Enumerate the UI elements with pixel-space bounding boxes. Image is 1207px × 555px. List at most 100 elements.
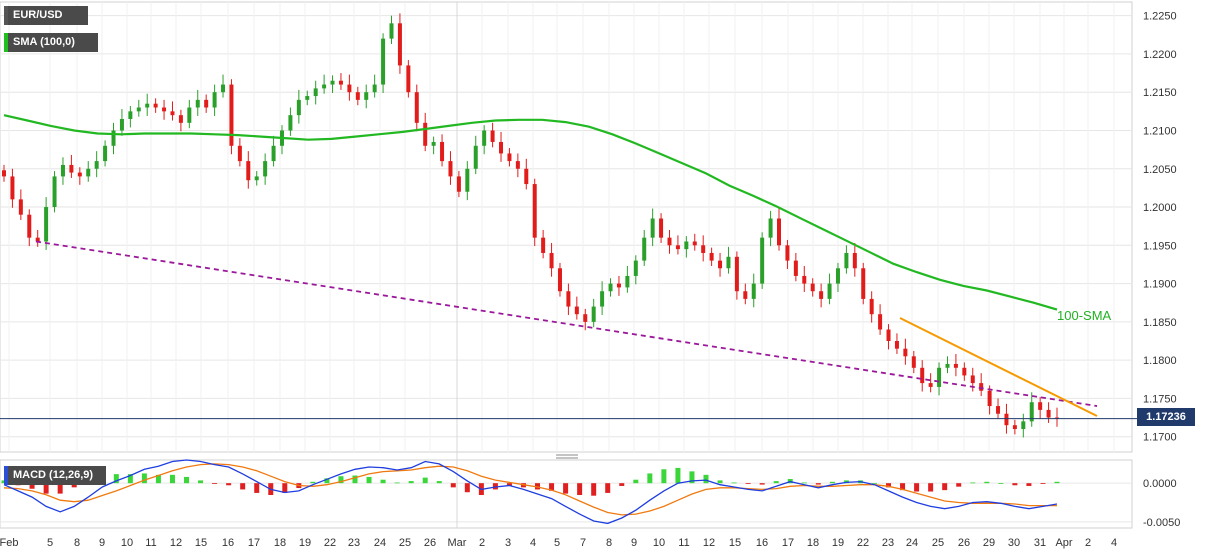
time-tick-label: 19 <box>832 537 844 549</box>
candle-body <box>145 103 150 108</box>
macd-histogram-bar <box>577 483 583 496</box>
time-tick-label: Apr <box>1055 537 1072 549</box>
macd-histogram-bar <box>57 483 63 494</box>
sma-legend-label: SMA (100,0) <box>4 33 98 52</box>
time-tick-label: 4 <box>530 537 536 549</box>
time-tick-label: 30 <box>1008 537 1020 549</box>
candle-body <box>852 252 857 269</box>
macd-histogram-bar <box>1026 483 1032 486</box>
candle-body <box>389 23 394 39</box>
candle-body <box>178 115 183 123</box>
candle-body <box>557 268 562 292</box>
candle-body <box>111 130 116 146</box>
time-tick-label: 19 <box>299 537 311 549</box>
macd-histogram-bar <box>661 469 667 484</box>
macd-histogram-bar <box>928 483 934 492</box>
macd-histogram-bar <box>647 473 653 484</box>
candle-body <box>204 99 209 108</box>
macd-histogram-bar <box>717 480 723 484</box>
macd-histogram-bar <box>745 483 751 484</box>
candle-body <box>338 80 343 85</box>
candle-body <box>878 314 883 330</box>
candle-body <box>1029 402 1034 422</box>
candle-body <box>962 367 967 376</box>
time-tick-label: 11 <box>145 537 156 549</box>
candle-body <box>330 80 335 85</box>
time-tick-label: 17 <box>782 537 794 549</box>
candle-body <box>760 237 765 284</box>
macd-histogram-bar <box>1040 483 1046 484</box>
time-tick-label: 18 <box>807 537 819 549</box>
candle-body <box>819 291 824 299</box>
price-panel <box>0 1 1133 453</box>
price-tick-label: 1.2100 <box>1143 125 1177 137</box>
candle-body <box>979 383 984 391</box>
time-tick-label: 23 <box>882 537 894 549</box>
candle-body <box>490 130 495 142</box>
price-tick-label: 1.1850 <box>1143 317 1177 329</box>
time-tick-label: 18 <box>274 537 286 549</box>
candle-body <box>709 252 714 261</box>
candle-body <box>1055 417 1059 419</box>
macd-histogram-bar <box>155 474 161 484</box>
candle-body <box>423 122 428 146</box>
candle-body <box>600 291 605 307</box>
candle-body <box>911 356 916 368</box>
candle-body <box>296 99 301 116</box>
candle-body <box>886 329 891 341</box>
time-tick-label: 11 <box>678 537 689 549</box>
time-tick-label: 15 <box>195 537 207 549</box>
time-tick-label: 8 <box>606 537 612 549</box>
macd-histogram-bar <box>43 483 49 494</box>
macd-signal-line <box>3 463 1057 516</box>
macd-histogram-bar <box>464 483 470 493</box>
macd-histogram-bar <box>492 483 498 490</box>
macd-histogram-bar <box>169 474 175 484</box>
candle-body <box>768 218 773 238</box>
candle-body <box>726 256 731 269</box>
time-tick-label: Feb <box>0 537 18 549</box>
time-tick-label: 25 <box>932 537 944 549</box>
candle-body <box>810 283 815 292</box>
last-price-tag: 1.17236 <box>1137 408 1195 426</box>
macd-histogram-bar <box>1054 481 1060 484</box>
macd-panel <box>0 459 1133 529</box>
candle-body <box>549 252 554 269</box>
macd-histogram-bar <box>422 477 428 484</box>
price-tick-label: 1.1700 <box>1143 432 1177 444</box>
macd-histogram-bar <box>198 480 204 484</box>
candle-body <box>793 260 798 276</box>
candle-body <box>1021 421 1026 430</box>
macd-histogram-bar <box>689 471 695 484</box>
price-tick-label: 1.2050 <box>1143 164 1177 176</box>
candle-body <box>254 176 259 181</box>
candle-body <box>465 168 470 192</box>
candle-body <box>844 252 849 269</box>
candle-body <box>162 107 167 112</box>
candle-body <box>718 260 723 269</box>
candle-body <box>456 176 461 192</box>
candle-body <box>684 241 689 250</box>
time-tick-label: 10 <box>121 537 133 549</box>
macd-histogram-bar <box>998 483 1004 484</box>
candle-body <box>987 390 992 407</box>
candle-body <box>221 84 226 93</box>
time-tick-label: 16 <box>756 537 768 549</box>
macd-histogram-bar <box>815 483 821 485</box>
candle-body <box>667 237 672 246</box>
candle-body <box>170 111 175 116</box>
macd-histogram-bar <box>591 483 597 496</box>
macd-histogram-bar <box>773 481 779 484</box>
candle-body <box>675 245 680 250</box>
candle-body <box>633 260 638 276</box>
time-tick-label: 7 <box>580 537 586 549</box>
candle-body <box>574 306 579 315</box>
time-tick-label: 17 <box>248 537 260 549</box>
candle-body <box>692 241 697 246</box>
price-tick-label: 1.1750 <box>1143 393 1177 405</box>
macd-histogram-bar <box>408 481 414 484</box>
macd-histogram-bar <box>310 481 316 484</box>
candle-body <box>659 218 664 238</box>
macd-histogram-bar <box>254 483 260 493</box>
